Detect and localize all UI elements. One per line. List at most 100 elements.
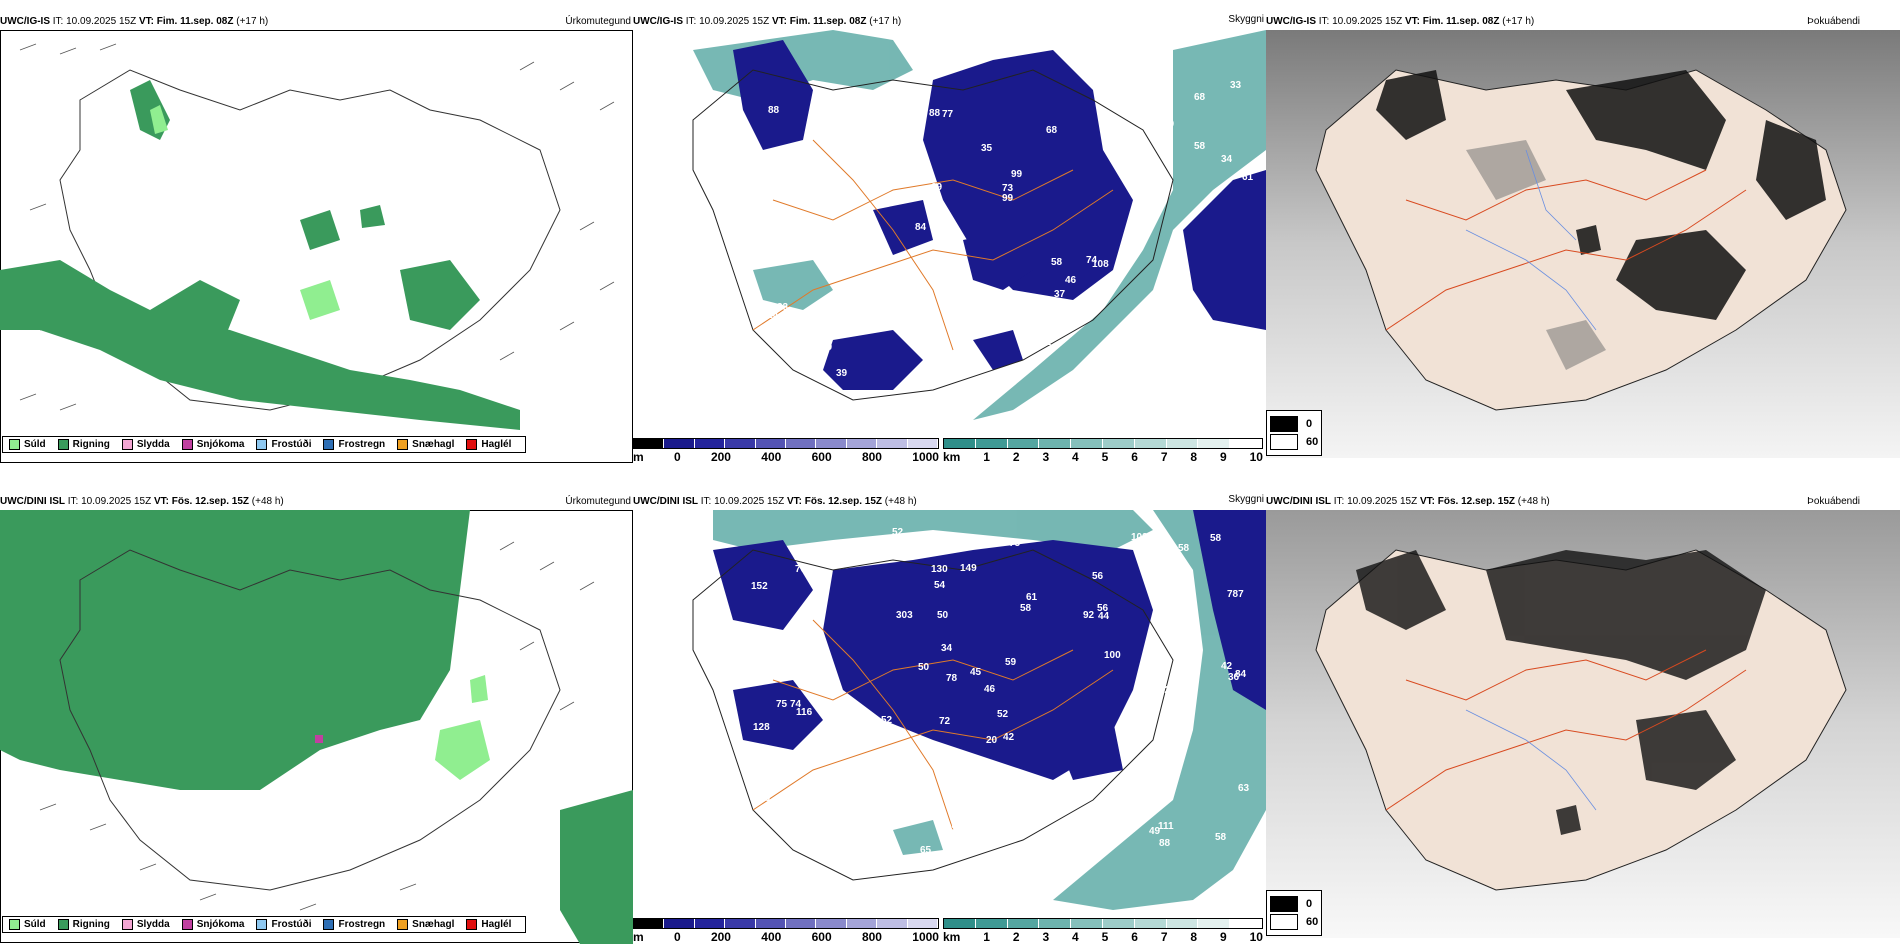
cloud-base-label: 75 xyxy=(776,699,788,710)
panel-header: UWC/IG-IS IT: 10.09.2025 15Z VT: Fim. 11… xyxy=(633,14,1266,30)
cloud-base-label: 103 xyxy=(1131,532,1148,543)
colorbar-ticks: m 0 200 400 600 800 1000 xyxy=(633,930,939,944)
colorbar-tick: 4 xyxy=(1072,450,1079,464)
fog-legend: 0 60 xyxy=(1266,410,1323,456)
cloud-base-labels: 84 91 68 84 68 153 88 35 33 42 70 59 77 99 108 88 79 61 58… xyxy=(738,56,1254,408)
colorbar-tick: 0 xyxy=(673,930,681,944)
fog-legend-label: 60 xyxy=(1306,436,1319,448)
cloud-base-label: 55 xyxy=(834,109,846,120)
cloud-base-label: 34 xyxy=(1171,721,1183,732)
colorbar-strip xyxy=(943,438,1263,449)
valid-time-label: VT: xyxy=(786,496,802,507)
colorbar-tick: 4 xyxy=(1072,930,1079,944)
cloud-base-label: 58 xyxy=(1178,543,1190,554)
fog-legend-label: 0 xyxy=(1306,418,1313,430)
valid-time-label: VT: xyxy=(138,16,154,27)
valid-time-label: VT: xyxy=(1419,496,1435,507)
model-source: UWC/DINI ISL xyxy=(633,496,698,507)
legend-swatch xyxy=(466,919,478,930)
parameter-title: Þokuábendi xyxy=(1807,16,1860,27)
colorbar-segment xyxy=(1134,439,1167,448)
model-source: UWC/DINI ISL xyxy=(1266,496,1331,507)
lead-time: (+17 h) xyxy=(869,16,902,27)
init-time-label: IT: xyxy=(1318,16,1330,27)
colorbar-tick: 6 xyxy=(1131,930,1138,944)
precip-legend: Súld Rigning Slydda Snjókoma Frostúði Fr… xyxy=(2,916,527,933)
parameter-title: Þokuábendi xyxy=(1807,496,1860,507)
init-time-label: IT: xyxy=(700,496,712,507)
cloud-base-label: 39 xyxy=(836,368,848,379)
cloud-base-label: 58 xyxy=(1020,603,1032,614)
cloud-base-label: 42 xyxy=(1003,732,1015,743)
colorbar-segment xyxy=(1230,439,1262,448)
cloud-base-label: 56 xyxy=(1097,603,1109,614)
init-time: 10.09.2025 15Z xyxy=(714,496,785,507)
visibility-area xyxy=(713,510,1266,910)
legend-swatch xyxy=(9,439,20,450)
wind-barbs xyxy=(39,541,595,911)
cloud-base-label: 59 xyxy=(821,342,833,353)
cloud-base-label: 61 xyxy=(1026,592,1038,603)
valid-time: Fös. 12.sep. 15Z xyxy=(171,496,250,507)
colorbar-tick: 200 xyxy=(710,930,731,944)
colorbar-segment xyxy=(975,919,1008,928)
panel-header: UWC/DINI ISL IT: 10.09.2025 15Z VT: Fös.… xyxy=(1266,494,1900,510)
colorbar-segment xyxy=(1007,919,1040,928)
colorbar-segment xyxy=(694,439,726,448)
cloud-base-label: 46 xyxy=(984,684,996,695)
cloud-base-label: 63 xyxy=(1238,783,1250,794)
cloud-base-label: 58 xyxy=(1210,533,1222,544)
colorbar-strip xyxy=(633,918,939,929)
cloud-base-label: 22 xyxy=(817,323,829,334)
legend-item: Súld xyxy=(9,919,46,930)
lead-time: (+48 h) xyxy=(251,496,284,507)
colorbar-tick: 2 xyxy=(1012,930,1020,944)
cloud-base-label: 76 xyxy=(795,564,807,575)
colorbar-tick: 1000 xyxy=(912,450,939,464)
init-time-label: IT: xyxy=(685,16,697,27)
legend-item: Snæhagl xyxy=(397,919,454,930)
panel-header: UWC/IG-IS IT: 10.09.2025 15Z VT: Fim. 11… xyxy=(1266,14,1900,30)
legend-item: Haglél xyxy=(466,919,511,930)
cloud-base-label: 80 xyxy=(799,789,811,800)
cloud-base-label: 48 xyxy=(1171,553,1183,564)
cloud-base-label: 50 xyxy=(937,610,949,621)
cloud-base-label: 78 xyxy=(985,393,997,404)
fog-legend-label: 0 xyxy=(1306,898,1313,910)
cloud-base-label: 56 xyxy=(1145,667,1157,678)
cloud-base-label: 77 xyxy=(942,109,954,120)
legend-swatch xyxy=(9,919,20,930)
lead-time: (+48 h) xyxy=(884,496,917,507)
init-time: 10.09.2025 15Z xyxy=(81,496,152,507)
cloud-base-label: 73 xyxy=(1002,183,1014,194)
cloud-base-label: 108 xyxy=(1092,259,1109,270)
lead-time: (+17 h) xyxy=(236,16,269,27)
cloud-base-label: 89 xyxy=(838,300,850,311)
lead-time: (+48 h) xyxy=(1517,496,1550,507)
cloud-base-colorbar: m 0 200 400 600 800 1000 xyxy=(633,918,939,944)
cloud-base-label: 69 xyxy=(931,182,943,193)
cloud-base-label: 45 xyxy=(970,667,982,678)
panel-header: UWC/DINI ISL IT: 10.09.2025 15Z VT: Fös.… xyxy=(633,494,1266,510)
colorbar-tick: 800 xyxy=(861,930,882,944)
colorbar-segment xyxy=(1102,919,1135,928)
cloud-base-label: 53 xyxy=(812,573,824,584)
legend-swatch xyxy=(181,439,193,450)
legend-swatch xyxy=(57,919,69,930)
cloud-base-label: 75 xyxy=(1009,538,1021,549)
cloud-base-label: 70 xyxy=(738,357,750,368)
cloud-base-label: 71 xyxy=(1023,878,1035,889)
cloud-base-label: 54 xyxy=(934,580,946,591)
parameter-title: Skyggni xyxy=(1228,494,1264,505)
colorbar-segment xyxy=(634,919,665,928)
cloud-base-label: 88 xyxy=(768,105,780,116)
cloud-base-label: 44 xyxy=(1098,611,1110,622)
legend-swatch xyxy=(121,439,133,450)
precip-map xyxy=(0,30,633,463)
fog-legend-label: 60 xyxy=(1306,916,1319,928)
legend-item: Rigning xyxy=(57,919,110,930)
parameter-title: Úrkomutegund xyxy=(565,16,631,27)
model-source: UWC/IG-IS xyxy=(1266,16,1316,27)
